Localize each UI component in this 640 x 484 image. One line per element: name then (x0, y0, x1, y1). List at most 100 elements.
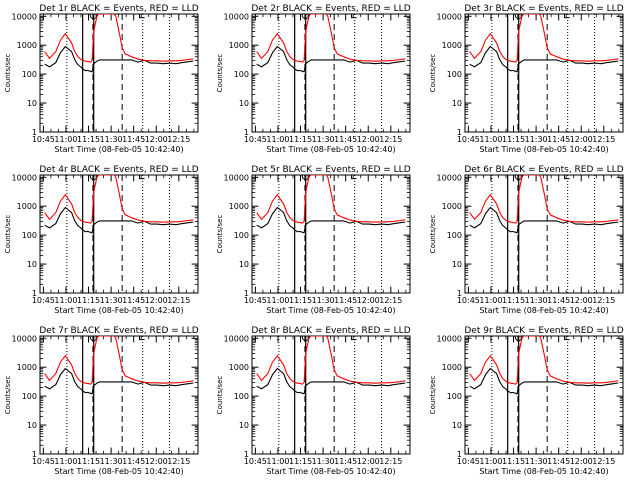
x-tick-label: 11:15 (289, 135, 312, 144)
x-tick-label: 10:45 (244, 457, 267, 466)
y-tick-label: 100 (22, 392, 37, 401)
x-axis-label: Start Time (08-Feb-05 10:42:40) (479, 145, 608, 154)
y-tick-label: 100 (234, 70, 249, 79)
y-tick-label: 10 (239, 421, 249, 430)
x-tick-label: 12:15 (592, 296, 615, 305)
y-axis: 1 10 100 1000 10000 (224, 12, 410, 137)
x-tick-label: 10:45 (244, 296, 267, 305)
x-tick-label: 12:15 (167, 457, 190, 466)
y-axis: 1 10 100 1000 10000 (224, 173, 410, 298)
x-axis: 10:45 11:00 11:15 11:30 11:45 12:00 12:15 (244, 14, 407, 144)
x-tick-label: 12:00 (145, 457, 168, 466)
x-tick-label: 11:45 (122, 457, 145, 466)
y-tick-label: 1 (457, 450, 462, 459)
bracket-marker (564, 14, 570, 19)
panel-title: Det 3r BLACK = Events, RED = LLD (464, 4, 623, 14)
y-tick-label: 1000 (229, 363, 249, 372)
y-axis-label: Counts/sec (4, 54, 12, 93)
x-tick-label: 10:45 (457, 296, 480, 305)
plot-area (256, 175, 406, 293)
y-tick-label: 10000 (224, 12, 249, 21)
x-tick-label: 11:30 (100, 457, 123, 466)
x-tick-label: 11:30 (100, 135, 123, 144)
y-tick-label: 1 (457, 289, 462, 298)
plot-area (44, 175, 194, 293)
y-tick-label: 100 (234, 392, 249, 401)
plot-area (44, 336, 194, 454)
x-tick-label: 11:00 (54, 457, 77, 466)
series-lld-line (469, 336, 619, 385)
bracket-marker (139, 336, 145, 341)
x-tick-label: 11:30 (525, 457, 548, 466)
x-tick-label: 11:15 (502, 135, 525, 144)
x-tick-label: 11:15 (77, 457, 100, 466)
x-tick-label: 11:45 (334, 296, 357, 305)
y-tick-label: 1 (32, 128, 37, 137)
series-events-line (44, 367, 194, 395)
x-tick-label: 11:15 (77, 135, 100, 144)
x-tick-label: 11:15 (289, 457, 312, 466)
plot-area (469, 14, 619, 132)
x-axis: 10:45 11:00 11:15 11:30 11:45 12:00 12:15 (244, 175, 407, 305)
x-tick-label: 11:45 (547, 135, 570, 144)
y-tick-label: 100 (447, 231, 462, 240)
x-tick-label: 12:15 (167, 135, 190, 144)
panel-title: Det 6r BLACK = Events, RED = LLD (464, 165, 623, 175)
x-tick-label: 12:15 (379, 135, 402, 144)
bracket-marker (564, 336, 570, 341)
y-tick-label: 10 (452, 260, 462, 269)
series-lld-line (256, 14, 406, 63)
y-tick-label: 100 (22, 70, 37, 79)
x-tick-label: 10:45 (457, 457, 480, 466)
y-tick-label: 10000 (437, 173, 462, 182)
x-tick-label: 11:30 (312, 135, 335, 144)
x-tick-label: 10:45 (32, 296, 55, 305)
bracket-marker (351, 175, 357, 180)
y-tick-label: 10 (27, 421, 37, 430)
x-tick-label: 11:15 (502, 296, 525, 305)
y-tick-label: 10 (239, 99, 249, 108)
bracket-marker (351, 14, 357, 19)
x-tick-label: 12:00 (145, 296, 168, 305)
bracket-marker (351, 336, 357, 341)
x-tick-label: 11:45 (122, 296, 145, 305)
series-lld-line (44, 175, 194, 224)
x-tick-label: 12:15 (379, 296, 402, 305)
panel-title: Det 9r BLACK = Events, RED = LLD (464, 326, 623, 336)
x-tick-label: 11:30 (100, 296, 123, 305)
x-axis-label: Start Time (08-Feb-05 10:42:40) (266, 145, 395, 154)
y-tick-label: 10 (239, 260, 249, 269)
x-tick-label: 12:15 (167, 296, 190, 305)
x-axis-label: Start Time (08-Feb-05 10:42:40) (54, 306, 183, 315)
x-tick-label: 12:00 (570, 296, 593, 305)
y-tick-label: 10 (452, 99, 462, 108)
x-axis-label: Start Time (08-Feb-05 10:42:40) (479, 467, 608, 476)
y-axis: 1 10 100 1000 10000 (224, 334, 410, 459)
series-lld-line (256, 175, 406, 224)
x-axis: 10:45 11:00 11:15 11:30 11:45 12:00 12:15 (457, 336, 620, 466)
x-tick-label: 12:00 (570, 135, 593, 144)
series-events-line (44, 45, 194, 73)
y-tick-label: 100 (447, 70, 462, 79)
x-tick-label: 11:00 (266, 135, 289, 144)
x-tick-label: 11:45 (334, 457, 357, 466)
x-tick-label: 11:30 (525, 296, 548, 305)
y-axis-label: Counts/sec (4, 215, 12, 254)
y-axis-label: Counts/sec (216, 376, 224, 415)
panel-title: Det 7r BLACK = Events, RED = LLD (39, 326, 198, 336)
x-tick-label: 12:00 (357, 296, 380, 305)
y-tick-label: 10000 (12, 12, 37, 21)
y-tick-label: 100 (447, 392, 462, 401)
y-axis: 1 10 100 1000 10000 (12, 173, 198, 298)
y-tick-label: 1 (32, 450, 37, 459)
panel-title: Det 1r BLACK = Events, RED = LLD (39, 4, 198, 14)
x-tick-label: 12:00 (145, 135, 168, 144)
y-tick-label: 10000 (224, 334, 249, 343)
